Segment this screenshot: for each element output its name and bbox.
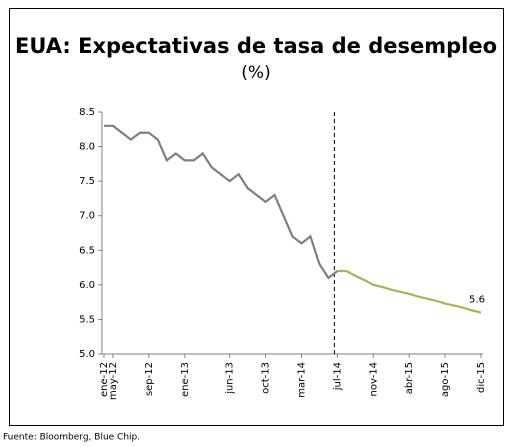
x-tick-label: jun-13 — [225, 362, 236, 395]
series-line — [337, 269, 482, 314]
x-tick-label: dic-15 — [476, 362, 487, 393]
x-tick-label: sep-12 — [144, 362, 155, 396]
y-tick-label: 5.0 — [79, 349, 95, 360]
series-line — [104, 124, 339, 280]
x-tick-label: mar-14 — [296, 362, 307, 398]
y-tick-label: 6.5 — [79, 245, 95, 256]
x-tick-label: abr-15 — [404, 362, 415, 394]
y-tick-label: 8.0 — [79, 142, 95, 153]
y-tick-label: 6.0 — [79, 280, 95, 291]
chart-subtitle: (%) — [241, 63, 270, 83]
x-tick-label: ago-15 — [440, 362, 451, 397]
source-note: Fuente: Bloomberg, Blue Chip. — [3, 433, 140, 443]
y-tick-label: 5.5 — [79, 314, 95, 325]
data-label: 5.6 — [469, 295, 485, 306]
y-tick-label: 8.5 — [79, 107, 95, 118]
chart-frame — [9, 8, 504, 426]
x-tick-label: nov-14 — [368, 362, 379, 396]
x-tick-label: jul-14 — [332, 362, 343, 391]
chart-title: EUA: Expectativas de tasa de desempleo — [15, 34, 497, 58]
x-tick-label: may-12 — [108, 362, 119, 400]
y-tick-label: 7.5 — [79, 176, 95, 187]
x-tick-label: ene-13 — [180, 362, 191, 397]
x-tick-label: ene-12 — [99, 362, 110, 397]
x-tick-label: oct-13 — [261, 362, 272, 394]
y-tick-label: 7.0 — [79, 211, 95, 222]
